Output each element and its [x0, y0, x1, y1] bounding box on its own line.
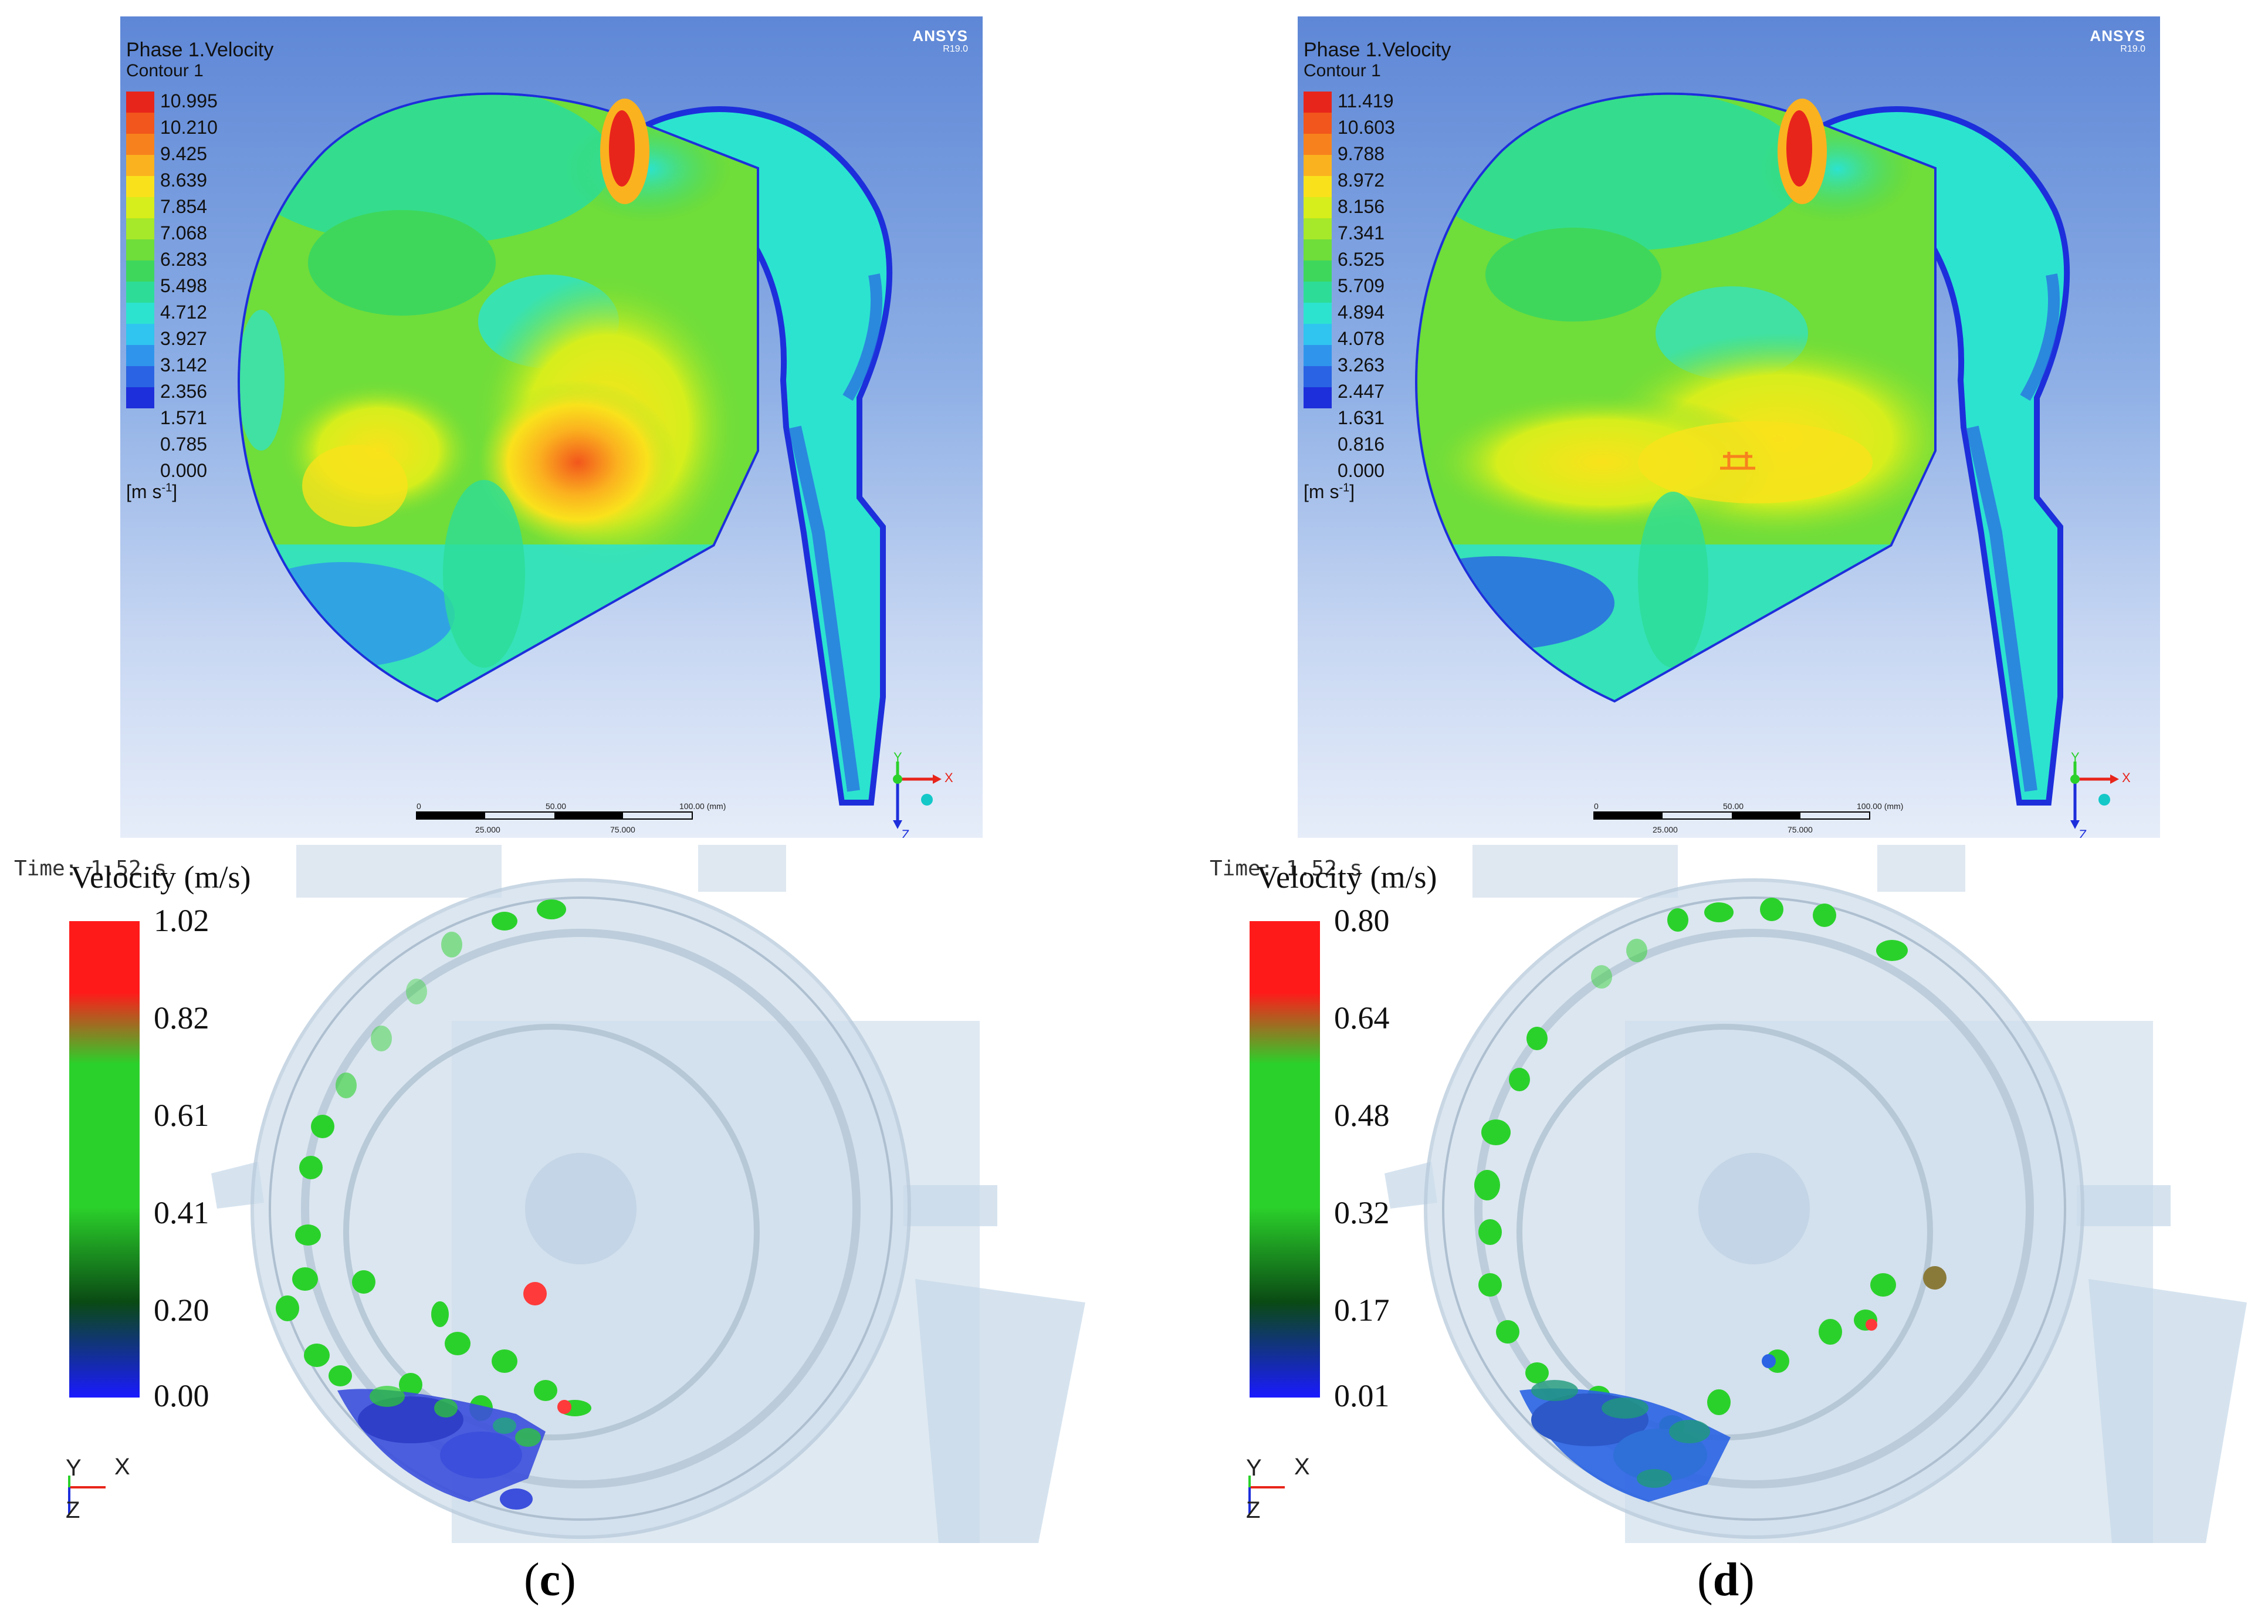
legend-tick: 6.525	[1338, 249, 1385, 270]
legend-tick: 9.425	[160, 143, 208, 164]
legend-tick: 3.142	[160, 354, 208, 375]
legend-tick: 1.571	[160, 407, 208, 428]
legend-tick: 11.419	[1338, 90, 1394, 111]
colorbar-tick: 0.20	[154, 1293, 209, 1328]
cfd-panel-left: Phase 1.Velocity Contour 1 ANSYS R19.0 1…	[120, 16, 983, 838]
legend-tick: 0.785	[160, 434, 208, 455]
ansys-logo: ANSYS R19.0	[2090, 27, 2145, 54]
velocity-contour-plot	[238, 92, 942, 829]
legend-tick: 10.995	[160, 90, 218, 111]
colorbar-tick: 0.01	[1334, 1378, 1390, 1413]
legend-tick: 7.068	[160, 222, 208, 243]
dem-panel-left: Time: 1.52 s Velocity (m/s) 1.02 0.82 0.…	[0, 845, 1134, 1549]
discharge-pipe	[1802, 106, 2070, 806]
scale-labels: 0 50.00 100.00 (mm) 25.000 75.000	[417, 801, 726, 834]
axis-x-label: X	[945, 770, 953, 785]
axis-z-label: Z	[2079, 827, 2087, 838]
scale-bar	[416, 811, 693, 820]
colorbar-tick: 0.48	[1334, 1098, 1390, 1133]
axis-y-label: Y	[66, 1455, 82, 1481]
legend-tick: 7.854	[160, 196, 208, 217]
legend-tick: 5.498	[160, 275, 208, 296]
time-label: Time: 1.52 s	[1210, 857, 1363, 881]
cfd-subtitle: Contour 1	[126, 61, 204, 80]
legend-tick: 2.447	[1338, 381, 1385, 402]
colorbar-tick: 0.00	[154, 1378, 209, 1413]
legend-tick: 0.816	[1338, 434, 1385, 455]
dem-particle-view	[1248, 845, 2247, 1543]
colorbar-tick: 0.41	[154, 1195, 209, 1230]
time-label: Time: 1.52 s	[14, 857, 167, 881]
legend-tick: 4.712	[160, 302, 208, 323]
colorbar-tick: 0.82	[154, 1000, 209, 1036]
color-legend	[126, 92, 154, 472]
legend-tick: 8.156	[1338, 196, 1385, 217]
axis-z-label: Z	[902, 827, 910, 838]
legend-tick: 3.927	[160, 328, 208, 349]
legend-tick: 10.603	[1338, 117, 1395, 138]
legend-unit: [m s-1]	[126, 481, 178, 502]
axis-triad	[893, 762, 942, 829]
cfd-title: Phase 1.Velocity	[1304, 39, 1451, 61]
legend-tick: 7.341	[1338, 222, 1385, 243]
velocity-colorbar	[69, 921, 140, 1398]
axis-y-label: Y	[893, 750, 902, 764]
colorbar-heading: Velocity (m/s)	[1257, 860, 1437, 895]
dem-particle-view	[68, 845, 1085, 1543]
legend-tick: 8.639	[160, 170, 208, 191]
axis-triad	[68, 1476, 106, 1514]
colorbar-tick: 0.64	[1334, 1000, 1390, 1036]
axis-x-label: X	[1294, 1454, 1310, 1480]
colorbar-tick: 0.61	[154, 1098, 209, 1133]
caption-d: (d)	[1697, 1554, 1755, 1606]
legend-tick: 8.972	[1338, 170, 1385, 191]
ansys-logo: ANSYS R19.0	[912, 27, 968, 54]
legend-unit: [m s-1]	[1304, 481, 1355, 502]
colorbar-heading: Velocity (m/s)	[70, 860, 251, 895]
legend-tick: 4.078	[1338, 328, 1385, 349]
legend-tick: 1.631	[1338, 407, 1385, 428]
velocity-colorbar	[1250, 921, 1320, 1398]
scale-labels: 0 50.00 100.00 (mm) 25.000 75.000	[1594, 801, 1904, 834]
legend-tick: 3.263	[1338, 354, 1385, 375]
fast-particle	[523, 1282, 547, 1305]
legend-tick: 0.000	[160, 460, 208, 481]
dem-panel-right: Time: 1.52 s Velocity (m/s) 0.80 0.64 0.…	[1191, 845, 2268, 1549]
colorbar-tick: 0.80	[1334, 903, 1390, 938]
legend-tick: 6.283	[160, 249, 208, 270]
fast-particle	[1866, 1319, 1877, 1331]
discharge-pipe	[625, 106, 893, 806]
axis-z-label: Z	[66, 1497, 80, 1523]
velocity-contour-plot	[1415, 92, 2119, 829]
cfd-panel-right: Phase 1.Velocity Contour 1 ANSYS R19.0 1…	[1298, 16, 2160, 838]
axis-triad	[1248, 1476, 1285, 1514]
axis-y-label: Y	[2071, 750, 2080, 764]
particle-bed	[337, 1386, 546, 1510]
scale-bar	[1593, 811, 1870, 820]
particle-bed	[1519, 1380, 1731, 1502]
axis-y-label: Y	[1246, 1455, 1262, 1481]
axis-x-label: X	[114, 1454, 130, 1480]
legend-tick: 5.709	[1338, 275, 1385, 296]
legend-tick: 9.788	[1338, 143, 1385, 164]
color-legend	[1304, 92, 1332, 472]
axis-z-label: Z	[1246, 1497, 1261, 1523]
cfd-subtitle: Contour 1	[1304, 61, 1381, 80]
legend-tick: 0.000	[1338, 460, 1385, 481]
slow-particle	[1923, 1266, 1947, 1290]
colorbar-tick: 0.17	[1334, 1293, 1390, 1328]
axis-triad	[2070, 762, 2119, 829]
particle-trail	[276, 899, 591, 1421]
legend-tick: 2.356	[160, 381, 208, 402]
caption-c: (c)	[524, 1554, 576, 1606]
legend-tick: 10.210	[160, 117, 218, 138]
axis-x-label: X	[2122, 770, 2131, 785]
legend-tick: 4.894	[1338, 302, 1385, 323]
colorbar-tick: 0.32	[1334, 1195, 1390, 1230]
colorbar-tick: 1.02	[154, 903, 209, 938]
cfd-title: Phase 1.Velocity	[126, 39, 274, 61]
fast-particle	[557, 1400, 571, 1414]
